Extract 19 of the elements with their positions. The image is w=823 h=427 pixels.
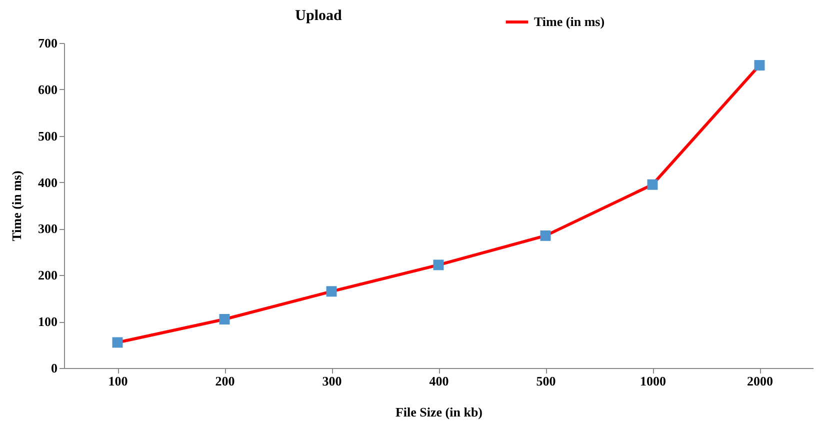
y-tick-label: 600 [38, 82, 58, 97]
y-tick-label: 700 [38, 36, 58, 50]
y-tick-label: 0 [51, 360, 58, 376]
x-tick-label: 300 [322, 374, 342, 388]
x-tick-label: 1000 [640, 374, 666, 388]
x-axis-title: File Size (in kb) [395, 404, 483, 420]
y-tick-label: 500 [38, 128, 58, 144]
y-tick-label: 300 [38, 221, 58, 236]
x-tick-label: 100 [108, 374, 128, 388]
y-tick-label: 100 [38, 314, 58, 330]
x-tick-label: 500 [536, 374, 556, 388]
y-tick-label: 200 [38, 268, 58, 283]
legend-label: Time (in ms) [534, 14, 605, 29]
x-tick-label: 2000 [747, 374, 773, 388]
x-tick-label: 400 [429, 374, 449, 388]
x-tick-label: 200 [215, 374, 235, 388]
y-axis-title: Time (in ms) [9, 170, 24, 242]
y-tick-label: 400 [38, 174, 58, 190]
chart-title: Upload [295, 8, 342, 24]
